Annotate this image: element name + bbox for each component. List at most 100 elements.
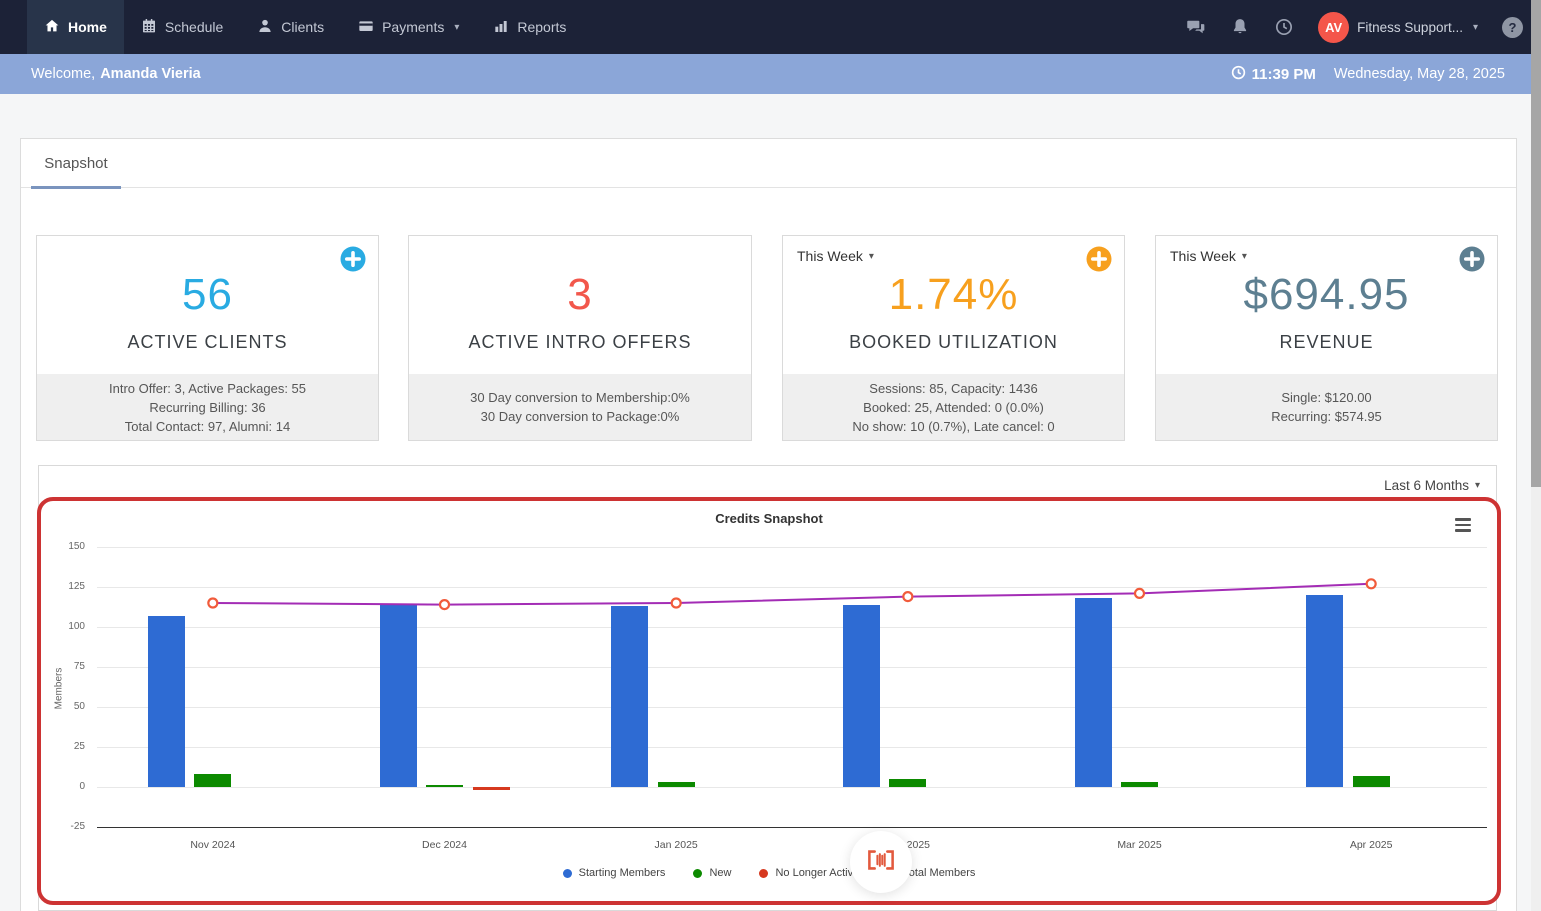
legend-item[interactable]: New — [693, 867, 731, 879]
bar-chart-icon — [493, 18, 509, 37]
add-button[interactable] — [340, 246, 366, 272]
add-button[interactable] — [1086, 246, 1112, 272]
x-axis-label: Nov 2024 — [161, 839, 265, 851]
legend-label: Starting Members — [579, 867, 666, 879]
y-gridline — [97, 627, 1487, 628]
help-icon[interactable]: ? — [1502, 17, 1523, 38]
stat-value: $694.95 — [1156, 270, 1497, 320]
legend-item[interactable]: Starting Members — [563, 867, 666, 879]
stat-card-active-intro-offers: 3 ACTIVE INTRO OFFERS 30 Day conversion … — [408, 235, 752, 441]
y-tick-label: 75 — [41, 661, 85, 672]
stat-label: REVENUE — [1156, 332, 1497, 353]
stat-details: Intro Offer: 3, Active Packages: 55 Recu… — [37, 374, 378, 440]
nav-item-clients[interactable]: Clients — [240, 0, 341, 54]
chart-bar — [658, 782, 695, 787]
y-gridline — [97, 667, 1487, 668]
y-gridline — [97, 587, 1487, 588]
nav-item-label: Schedule — [165, 19, 223, 35]
stat-value: 56 — [37, 270, 378, 320]
chart-bar — [426, 785, 463, 787]
x-axis-label: Dec 2024 — [393, 839, 497, 851]
stat-label: ACTIVE CLIENTS — [37, 332, 378, 353]
nav-item-label: Clients — [281, 19, 324, 35]
current-date: Wednesday, May 28, 2025 — [1334, 66, 1505, 82]
top-navbar: Home Schedule Clients Payments ▾ Reports… — [0, 0, 1541, 54]
loading-overlay — [850, 831, 912, 893]
add-button[interactable] — [1459, 246, 1485, 272]
nav-item-label: Home — [68, 19, 107, 35]
chart-legend: Starting Members New No Longer Active Total… — [41, 867, 1497, 879]
stat-value: 1.74% — [783, 270, 1124, 320]
nav-item-reports[interactable]: Reports — [476, 0, 583, 54]
stat-card-revenue: This Week ▾ $694.95 REVENUE Single: $120… — [1155, 235, 1498, 441]
chat-icon[interactable] — [1186, 17, 1206, 37]
chart-bar — [473, 787, 510, 790]
chart-bar — [1121, 782, 1158, 787]
account-name: Fitness Support... — [1357, 20, 1463, 35]
y-tick-label: 100 — [41, 621, 85, 632]
calendar-icon — [141, 18, 157, 37]
legend-marker — [563, 869, 572, 878]
tab-bar: Snapshot — [21, 139, 1516, 188]
stat-label: BOOKED UTILIZATION — [783, 332, 1124, 353]
active-tab-underline — [31, 186, 121, 189]
clock-icon — [1231, 65, 1246, 84]
y-tick-label: 0 — [41, 781, 85, 792]
bell-icon[interactable] — [1230, 17, 1250, 37]
user-name: Amanda Vieria — [100, 66, 200, 82]
x-axis-label: Mar 2025 — [1088, 839, 1192, 851]
scrollbar-thumb[interactable] — [1531, 0, 1541, 487]
person-icon — [257, 18, 273, 37]
chart-bar — [889, 779, 926, 787]
y-gridline — [97, 787, 1487, 788]
chart-bar — [380, 605, 417, 787]
stat-label: ACTIVE INTRO OFFERS — [409, 332, 751, 353]
clock-icon[interactable] — [1274, 17, 1294, 37]
chart-title: Credits Snapshot — [41, 511, 1497, 526]
stat-card-booked-utilization: This Week ▾ 1.74% BOOKED UTILIZATION Ses… — [782, 235, 1125, 441]
scrollbar-track[interactable] — [1531, 0, 1541, 911]
welcome-bar: Welcome, Amanda Vieria 11:39 PM Wednesda… — [0, 54, 1541, 94]
chart-bar — [148, 616, 185, 787]
x-axis-label: Jan 2025 — [624, 839, 728, 851]
nav-item-home[interactable]: Home — [27, 0, 124, 54]
x-axis-line — [97, 827, 1487, 828]
legend-label: No Longer Active — [775, 867, 859, 879]
chevron-down-icon: ▾ — [869, 251, 874, 262]
stat-details: Single: $120.00 Recurring: $574.95 — [1156, 374, 1497, 440]
chart-bar — [1306, 595, 1343, 787]
y-gridline — [97, 707, 1487, 708]
legend-marker — [759, 869, 768, 878]
account-menu[interactable]: AV Fitness Support... ▾ — [1318, 12, 1478, 43]
y-tick-label: -25 — [41, 821, 85, 832]
nav-item-payments[interactable]: Payments ▾ — [341, 0, 476, 54]
period-selector[interactable]: This Week ▾ — [1170, 248, 1247, 264]
chevron-down-icon: ▾ — [1473, 22, 1478, 33]
chevron-down-icon: ▾ — [1475, 480, 1480, 491]
nav-item-label: Reports — [517, 19, 566, 35]
legend-item[interactable]: No Longer Active — [759, 867, 859, 879]
chart-bar — [843, 605, 880, 787]
chevron-down-icon: ▾ — [454, 22, 459, 33]
stat-details: 30 Day conversion to Membership:0% 30 Da… — [409, 374, 751, 440]
legend-label: New — [709, 867, 731, 879]
y-gridline — [97, 747, 1487, 748]
avatar: AV — [1318, 12, 1349, 43]
date-range-selector[interactable]: Last 6 Months ▾ — [1384, 478, 1480, 493]
tab-snapshot[interactable]: Snapshot — [31, 139, 121, 188]
home-icon — [44, 18, 60, 37]
stat-value: 3 — [409, 270, 751, 320]
y-gridline — [97, 547, 1487, 548]
period-selector[interactable]: This Week ▾ — [797, 248, 874, 264]
chart-bar — [194, 774, 231, 787]
chart-bar — [1075, 598, 1112, 787]
y-tick-label: 125 — [41, 581, 85, 592]
stat-card-active-clients: 56 ACTIVE CLIENTS Intro Offer: 3, Active… — [36, 235, 379, 441]
nav-item-label: Payments — [382, 19, 444, 35]
chart-menu-icon[interactable] — [1455, 518, 1471, 535]
legend-label: Total Members — [903, 867, 975, 879]
y-tick-label: 150 — [41, 541, 85, 552]
nav-item-schedule[interactable]: Schedule — [124, 0, 240, 54]
stat-details: Sessions: 85, Capacity: 1436 Booked: 25,… — [783, 374, 1124, 440]
credits-chart: Credits Snapshot Members Starting Member… — [37, 497, 1501, 905]
